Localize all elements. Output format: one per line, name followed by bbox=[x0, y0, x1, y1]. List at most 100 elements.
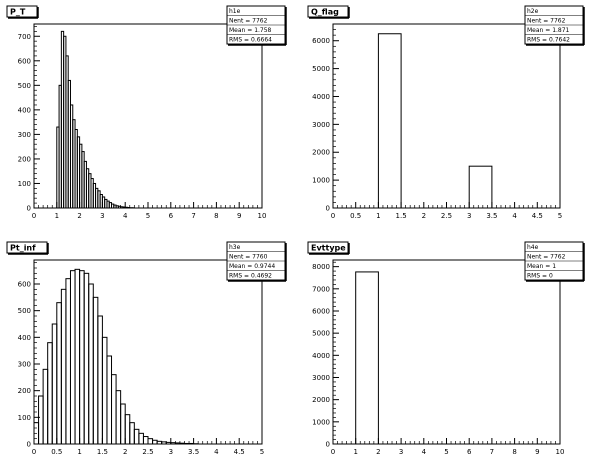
x-tick-label: 3 bbox=[169, 448, 173, 456]
y-tick-label: 1000 bbox=[312, 177, 330, 185]
x-tick-label: 0 bbox=[32, 448, 36, 456]
y-tick-label: 0 bbox=[326, 441, 330, 449]
panel-pt-inf: 0 0.5 1 1.5 2 2.5 3 3.5 4 4.5 5 0 100 200 300 400 500 600… bbox=[6, 241, 287, 456]
x-tick-label: 5 bbox=[146, 212, 150, 220]
stats-entries: Nent = 7762 bbox=[527, 18, 566, 25]
x-tick-label: 6 bbox=[169, 212, 174, 220]
y-tick-label: 5000 bbox=[312, 65, 330, 73]
stats-mean: Mean = 1 bbox=[527, 263, 556, 270]
stats-rms: RMS = 0.4692 bbox=[229, 273, 272, 280]
x-tick-label: 9 bbox=[237, 212, 241, 220]
title-box bbox=[307, 241, 349, 254]
title-box bbox=[6, 241, 48, 254]
x-tick-label: 10 bbox=[258, 212, 267, 220]
x-tick-label: 2 bbox=[422, 212, 426, 220]
plot-frame bbox=[332, 259, 561, 445]
y-tick-label: 6000 bbox=[312, 37, 330, 45]
x-tick-label: 4 bbox=[123, 212, 128, 220]
x-tick-label: 2 bbox=[77, 212, 81, 220]
y-tick-label: 100 bbox=[18, 180, 31, 188]
y-tick-label: 400 bbox=[18, 334, 31, 342]
x-tick-label: 1.5 bbox=[97, 448, 108, 456]
y-tick-label: 3000 bbox=[312, 121, 330, 129]
x-tick-label: 4 bbox=[422, 448, 427, 456]
stats-mean: Mean = 0.9744 bbox=[229, 263, 275, 270]
x-tick-label: 4.5 bbox=[234, 448, 245, 456]
x-tick-label: 2 bbox=[123, 448, 127, 456]
histogram-bar bbox=[355, 271, 379, 445]
histogram-bar bbox=[183, 442, 190, 445]
x-tick-label: 5 bbox=[260, 448, 264, 456]
x-tick-label: 1.5 bbox=[396, 212, 407, 220]
y-tick-label: 0 bbox=[326, 205, 330, 213]
chart-title: Evttype bbox=[311, 244, 346, 253]
stats-name: h3e bbox=[229, 244, 241, 251]
y-tick-label: 200 bbox=[18, 387, 31, 395]
y-tick-label: 0 bbox=[27, 441, 31, 449]
histogram-bar bbox=[468, 165, 493, 209]
x-tick-label: 9 bbox=[535, 448, 539, 456]
histogram-bar bbox=[179, 442, 185, 445]
y-tick-label: 2000 bbox=[312, 396, 330, 404]
stats-entries: Nent = 7760 bbox=[229, 254, 268, 261]
plot-frame bbox=[332, 23, 561, 209]
y-tick-label: 200 bbox=[18, 155, 31, 163]
panel-evttype: 0 1 2 3 4 5 6 7 8 9 10 0 1000 2000 3000 4000 5000 6000 700… bbox=[307, 241, 585, 456]
x-tick-label: 1 bbox=[55, 212, 59, 220]
x-tick-label: 7 bbox=[490, 448, 494, 456]
y-tick-label: 0 bbox=[27, 205, 31, 213]
y-tick-label: 700 bbox=[18, 33, 31, 41]
y-tick-label: 7000 bbox=[312, 285, 330, 293]
y-tick-label: 300 bbox=[18, 131, 31, 139]
plot-frame bbox=[33, 259, 263, 445]
x-tick-label: 10 bbox=[556, 448, 565, 456]
y-tick-label: 600 bbox=[18, 57, 31, 65]
title-box bbox=[307, 5, 349, 18]
y-tick-label: 100 bbox=[18, 414, 31, 422]
x-tick-label: 8 bbox=[214, 212, 218, 220]
x-tick-label: 4.5 bbox=[532, 212, 543, 220]
x-tick-label: 5 bbox=[444, 448, 448, 456]
x-tick-label: 5 bbox=[558, 212, 562, 220]
x-tick-label: 3 bbox=[399, 448, 403, 456]
x-tick-label: 1 bbox=[353, 448, 357, 456]
x-tick-label: 1 bbox=[376, 212, 380, 220]
histogram-bar bbox=[188, 442, 195, 445]
x-tick-label: 4 bbox=[214, 448, 219, 456]
x-tick-label: 0 bbox=[331, 212, 335, 220]
y-tick-label: 3000 bbox=[312, 374, 330, 382]
stats-name: h1e bbox=[229, 8, 241, 15]
stats-mean: Mean = 1.758 bbox=[229, 27, 272, 34]
x-tick-label: 0 bbox=[32, 212, 36, 220]
x-tick-label: 4 bbox=[512, 212, 517, 220]
x-tick-label: 0 bbox=[331, 448, 335, 456]
x-tick-label: 8 bbox=[512, 448, 516, 456]
x-tick-label: 3.5 bbox=[486, 212, 497, 220]
x-tick-label: 2.5 bbox=[441, 212, 452, 220]
y-tick-label: 500 bbox=[18, 82, 31, 90]
chart-title: Q_flag bbox=[311, 8, 339, 17]
x-tick-label: 7 bbox=[191, 212, 195, 220]
y-tick-label: 5000 bbox=[312, 330, 330, 338]
x-tick-label: 3.5 bbox=[188, 448, 199, 456]
chart-title: Pt_inf bbox=[10, 244, 36, 253]
y-tick-label: 4000 bbox=[312, 352, 330, 360]
y-tick-label: 6000 bbox=[312, 307, 330, 315]
x-tick-label: 2.5 bbox=[142, 448, 153, 456]
stats-name: h4e bbox=[527, 244, 539, 251]
x-tick-label: 3 bbox=[100, 212, 104, 220]
stats-rms: RMS = 0.7642 bbox=[527, 37, 570, 44]
y-tick-label: 300 bbox=[18, 361, 31, 369]
y-tick-label: 8000 bbox=[312, 263, 330, 271]
chart-title: P_T bbox=[10, 8, 26, 17]
stats-name: h2e bbox=[527, 8, 539, 15]
y-tick-label: 2000 bbox=[312, 149, 330, 157]
histogram-bar bbox=[377, 33, 402, 209]
stats-entries: Nent = 7762 bbox=[527, 254, 566, 261]
x-tick-label: 0.5 bbox=[350, 212, 361, 220]
x-tick-label: 6 bbox=[467, 448, 472, 456]
x-tick-label: 1 bbox=[77, 448, 81, 456]
x-tick-label: 0.5 bbox=[51, 448, 62, 456]
